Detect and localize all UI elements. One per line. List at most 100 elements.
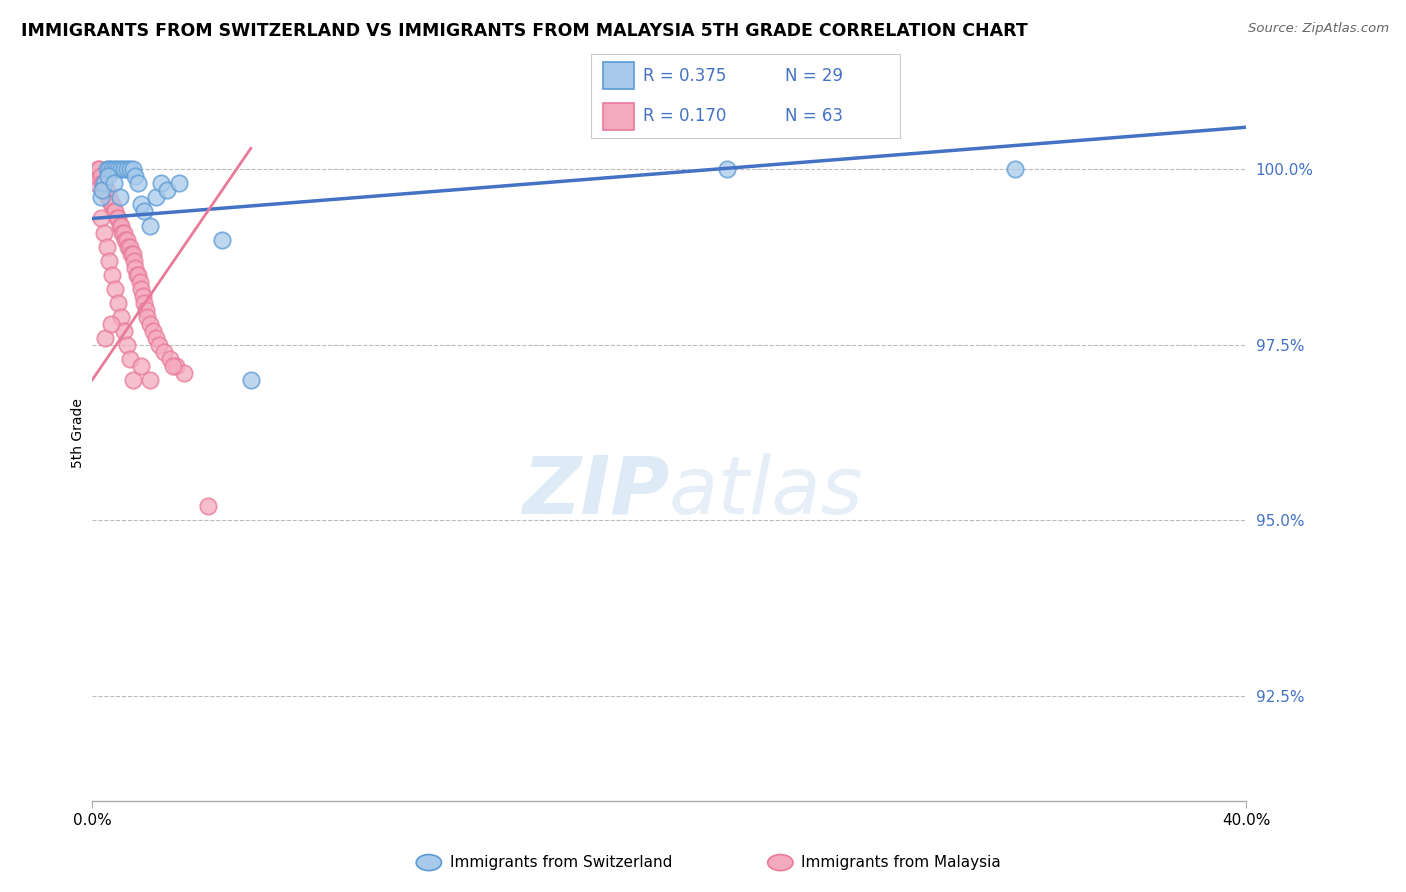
Point	[124, 260, 146, 275]
Point	[129, 282, 152, 296]
Point	[115, 233, 138, 247]
Point	[153, 344, 176, 359]
Point	[107, 295, 129, 310]
Point	[125, 268, 148, 282]
FancyBboxPatch shape	[603, 103, 634, 130]
Point	[112, 162, 135, 177]
Point	[101, 268, 124, 282]
Point	[90, 169, 112, 184]
Point	[197, 500, 219, 514]
Text: N = 29: N = 29	[786, 67, 844, 85]
Text: Source: ZipAtlas.com: Source: ZipAtlas.com	[1249, 22, 1389, 36]
Point	[135, 302, 157, 317]
Point	[239, 373, 262, 387]
Point	[127, 177, 149, 191]
Point	[145, 190, 167, 204]
Point	[101, 162, 124, 177]
Point	[128, 275, 150, 289]
Point	[103, 204, 125, 219]
Point	[90, 190, 112, 204]
Point	[107, 211, 129, 226]
Point	[108, 190, 131, 204]
Point	[127, 268, 149, 282]
Point	[165, 359, 187, 373]
Point	[98, 253, 121, 268]
Point	[96, 239, 118, 253]
Point	[108, 219, 131, 233]
Point	[121, 373, 143, 387]
Text: IMMIGRANTS FROM SWITZERLAND VS IMMIGRANTS FROM MALAYSIA 5TH GRADE CORRELATION CH: IMMIGRANTS FROM SWITZERLAND VS IMMIGRANT…	[21, 22, 1028, 40]
Point	[145, 331, 167, 345]
Text: R = 0.170: R = 0.170	[643, 107, 727, 125]
Point	[87, 162, 110, 177]
Point	[100, 197, 122, 211]
Point	[97, 169, 120, 184]
Point	[142, 324, 165, 338]
Point	[90, 211, 112, 226]
Point	[121, 162, 143, 177]
Text: Immigrants from Malaysia: Immigrants from Malaysia	[801, 855, 1001, 870]
Point	[173, 366, 195, 380]
Point	[132, 204, 155, 219]
Point	[111, 226, 134, 240]
Point	[104, 162, 127, 177]
Y-axis label: 5th Grade: 5th Grade	[72, 398, 86, 467]
Point	[93, 177, 115, 191]
Text: N = 63: N = 63	[786, 107, 844, 125]
Point	[94, 183, 117, 197]
Point	[93, 226, 115, 240]
Point	[115, 162, 138, 177]
Point	[159, 351, 181, 366]
Point	[89, 162, 111, 177]
Text: atlas: atlas	[669, 452, 863, 531]
Point	[167, 177, 190, 191]
Point	[156, 183, 179, 197]
Point	[97, 190, 120, 204]
Point	[84, 177, 107, 191]
Point	[104, 282, 127, 296]
Point	[91, 183, 114, 197]
Point	[110, 162, 132, 177]
Point	[139, 373, 162, 387]
Point	[91, 177, 114, 191]
Point	[131, 289, 153, 303]
Text: Immigrants from Switzerland: Immigrants from Switzerland	[450, 855, 672, 870]
Point	[94, 331, 117, 345]
Point	[107, 162, 129, 177]
Point	[103, 177, 125, 191]
Point	[129, 197, 152, 211]
Point	[121, 246, 143, 260]
FancyBboxPatch shape	[603, 62, 634, 89]
Point	[1004, 162, 1026, 177]
Point	[114, 233, 136, 247]
Point	[93, 177, 115, 191]
Point	[118, 162, 141, 177]
Point	[132, 295, 155, 310]
Point	[112, 324, 135, 338]
Point	[129, 359, 152, 373]
Point	[139, 317, 162, 331]
Text: ZIP: ZIP	[522, 452, 669, 531]
Point	[122, 253, 145, 268]
Point	[115, 338, 138, 352]
Point	[105, 211, 128, 226]
Point	[150, 177, 173, 191]
Point	[98, 190, 121, 204]
Point	[136, 310, 159, 324]
Text: R = 0.375: R = 0.375	[643, 67, 727, 85]
Point	[118, 351, 141, 366]
Point	[110, 219, 132, 233]
Point	[124, 169, 146, 184]
Point	[139, 219, 162, 233]
Point	[211, 233, 233, 247]
Point	[118, 239, 141, 253]
Point	[120, 246, 142, 260]
Point	[716, 162, 738, 177]
Point	[110, 310, 132, 324]
Point	[86, 169, 108, 184]
Point	[101, 197, 124, 211]
Point	[117, 239, 139, 253]
Point	[98, 162, 121, 177]
Point	[148, 338, 170, 352]
Point	[96, 162, 118, 177]
